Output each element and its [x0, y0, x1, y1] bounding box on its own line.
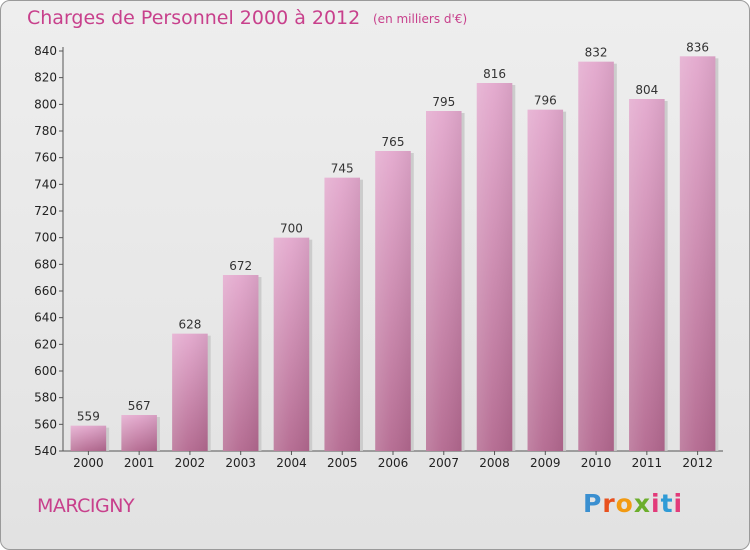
y-tick-label: 700 — [34, 231, 57, 245]
y-tick-label: 580 — [34, 391, 57, 405]
x-tick-label: 2009 — [530, 456, 561, 470]
data-label: 795 — [432, 95, 455, 109]
bar-highlight — [273, 237, 310, 451]
y-tick-label: 640 — [34, 311, 57, 325]
bar-highlight — [476, 83, 513, 451]
y-tick-label: 600 — [34, 364, 57, 378]
y-tick-label: 540 — [34, 444, 57, 458]
bar-highlight — [172, 333, 208, 451]
bar-highlight — [629, 99, 665, 451]
y-tick-label: 660 — [34, 284, 57, 298]
x-tick-label: 2002 — [175, 456, 206, 470]
data-label: 567 — [128, 399, 151, 413]
logo-letter: x — [633, 489, 651, 518]
bar-highlight — [578, 61, 614, 452]
y-tick-label: 780 — [34, 124, 57, 138]
logo-letter: P — [583, 489, 603, 518]
y-tick-label: 740 — [34, 177, 57, 191]
y-tick-label: 800 — [34, 97, 57, 111]
data-label: 672 — [229, 259, 252, 273]
logo-letter: i — [673, 489, 684, 518]
data-label: 836 — [686, 40, 709, 54]
x-tick-label: 2007 — [428, 456, 459, 470]
bar-highlight — [375, 151, 411, 451]
data-label: 816 — [483, 67, 506, 81]
logo-letter: t — [660, 489, 674, 518]
bar-highlight — [70, 425, 107, 451]
bar-highlight — [324, 177, 360, 451]
x-tick-label: 2000 — [73, 456, 104, 470]
logo-letter: r — [602, 489, 616, 518]
y-tick-label: 680 — [34, 257, 57, 271]
x-tick-label: 2003 — [225, 456, 256, 470]
logo-letter: o — [615, 489, 634, 518]
y-tick-label: 760 — [34, 151, 57, 165]
commune-name: MARCIGNY — [37, 495, 135, 517]
y-tick-label: 720 — [34, 204, 57, 218]
logo-letter: i — [651, 489, 661, 518]
chart-subtitle: (en milliers d'€) — [373, 12, 468, 26]
bar-highlight — [426, 111, 462, 451]
y-tick-label: 820 — [34, 71, 57, 85]
y-tick-label: 560 — [34, 417, 57, 431]
y-tick-label: 620 — [34, 337, 57, 351]
data-label: 700 — [280, 222, 303, 236]
bar-highlight — [527, 109, 564, 452]
x-tick-label: 2010 — [581, 456, 612, 470]
data-label: 804 — [635, 83, 658, 97]
data-label: 832 — [585, 46, 608, 60]
x-tick-label: 2004 — [276, 456, 307, 470]
bar-highlight — [222, 275, 259, 451]
data-label: 796 — [534, 94, 557, 108]
x-tick-label: 2011 — [632, 456, 663, 470]
data-label: 765 — [382, 135, 405, 149]
x-tick-label: 2008 — [479, 456, 510, 470]
y-tick-label: 840 — [34, 44, 57, 58]
data-label: 628 — [178, 318, 201, 332]
proxiti-logo[interactable]: Proxiti — [583, 489, 683, 518]
x-tick-label: 2012 — [682, 456, 713, 470]
bar-highlight — [121, 415, 157, 451]
data-label: 559 — [77, 410, 100, 424]
chart-title: Charges de Personnel 2000 à 2012 — [27, 7, 361, 29]
data-label: 745 — [331, 162, 354, 176]
x-tick-label: 2001 — [124, 456, 155, 470]
bar-highlight — [679, 56, 716, 451]
x-tick-label: 2006 — [378, 456, 409, 470]
x-tick-label: 2005 — [327, 456, 358, 470]
